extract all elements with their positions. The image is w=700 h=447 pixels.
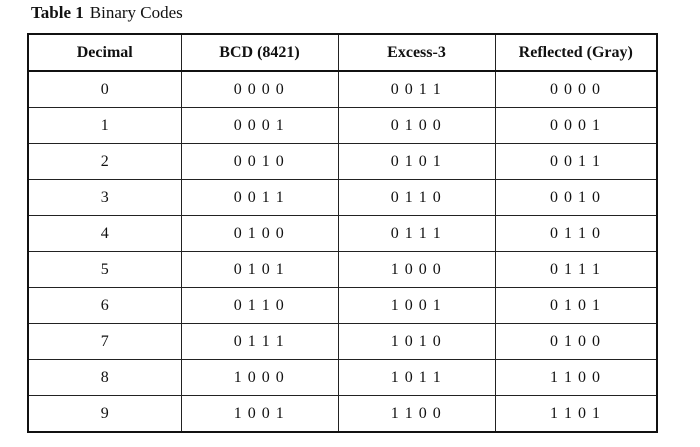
code-cell: 0 0 0 0 [180, 70, 339, 108]
code-cell: 0 1 1 1 [494, 251, 658, 288]
decimal-cell: 8 [27, 359, 182, 396]
code-cell: 0 0 1 1 [180, 179, 339, 216]
header-row: Decimal BCD (8421) Excess-3 Reflected (Gray… [27, 33, 658, 72]
code-cell: 1 1 0 0 [337, 395, 496, 433]
binary-codes-table: Decimal BCD (8421) Excess-3 Reflected (Gray… [27, 33, 658, 433]
code-cell: 0 1 0 0 [337, 107, 496, 144]
code-cell: 0 0 1 1 [494, 143, 658, 180]
header-cell: BCD (8421) [180, 33, 339, 72]
decimal-cell: 5 [27, 251, 182, 288]
table-caption: Table 1 Binary Codes [31, 3, 183, 23]
decimal-cell: 2 [27, 143, 182, 180]
code-cell: 1 0 0 1 [337, 287, 496, 324]
code-cell: 1 0 0 0 [337, 251, 496, 288]
decimal-cell: 1 [27, 107, 182, 144]
code-cell: 0 1 1 0 [180, 287, 339, 324]
code-cell: 0 1 1 0 [337, 179, 496, 216]
decimal-cell: 4 [27, 215, 182, 252]
code-cell: 0 1 1 0 [494, 215, 658, 252]
code-cell: 0 1 0 0 [494, 323, 658, 360]
code-cell: 0 1 1 1 [337, 215, 496, 252]
code-cell: 0 1 0 1 [337, 143, 496, 180]
code-cell: 1 0 1 1 [337, 359, 496, 396]
code-cell: 0 0 1 1 [337, 70, 496, 108]
code-cell: 0 0 1 0 [180, 143, 339, 180]
code-cell: 0 1 1 1 [180, 323, 339, 360]
code-cell: 1 0 0 1 [180, 395, 339, 433]
caption-text: Binary Codes [89, 3, 183, 22]
code-cell: 0 1 0 1 [494, 287, 658, 324]
decimal-cell: 9 [27, 395, 182, 433]
code-cell: 0 0 0 1 [180, 107, 339, 144]
code-cell: 0 1 0 0 [180, 215, 339, 252]
header-cell: Reflected (Gray) [494, 33, 658, 72]
code-cell: 0 0 0 1 [494, 107, 658, 144]
header-cell: Excess-3 [337, 33, 496, 72]
decimal-cell: 3 [27, 179, 182, 216]
decimal-cell: 6 [27, 287, 182, 324]
code-cell: 0 0 1 0 [494, 179, 658, 216]
decimal-cell: 0 [27, 70, 182, 108]
caption-label: Table 1 [31, 3, 84, 22]
code-cell: 1 0 0 0 [180, 359, 339, 396]
decimal-cell: 7 [27, 323, 182, 360]
code-cell: 1 0 1 0 [337, 323, 496, 360]
code-cell: 1 1 0 0 [494, 359, 658, 396]
code-cell: 1 1 0 1 [494, 395, 658, 433]
code-cell: 0 0 0 0 [494, 70, 658, 108]
header-cell: Decimal [27, 33, 182, 72]
code-cell: 0 1 0 1 [180, 251, 339, 288]
